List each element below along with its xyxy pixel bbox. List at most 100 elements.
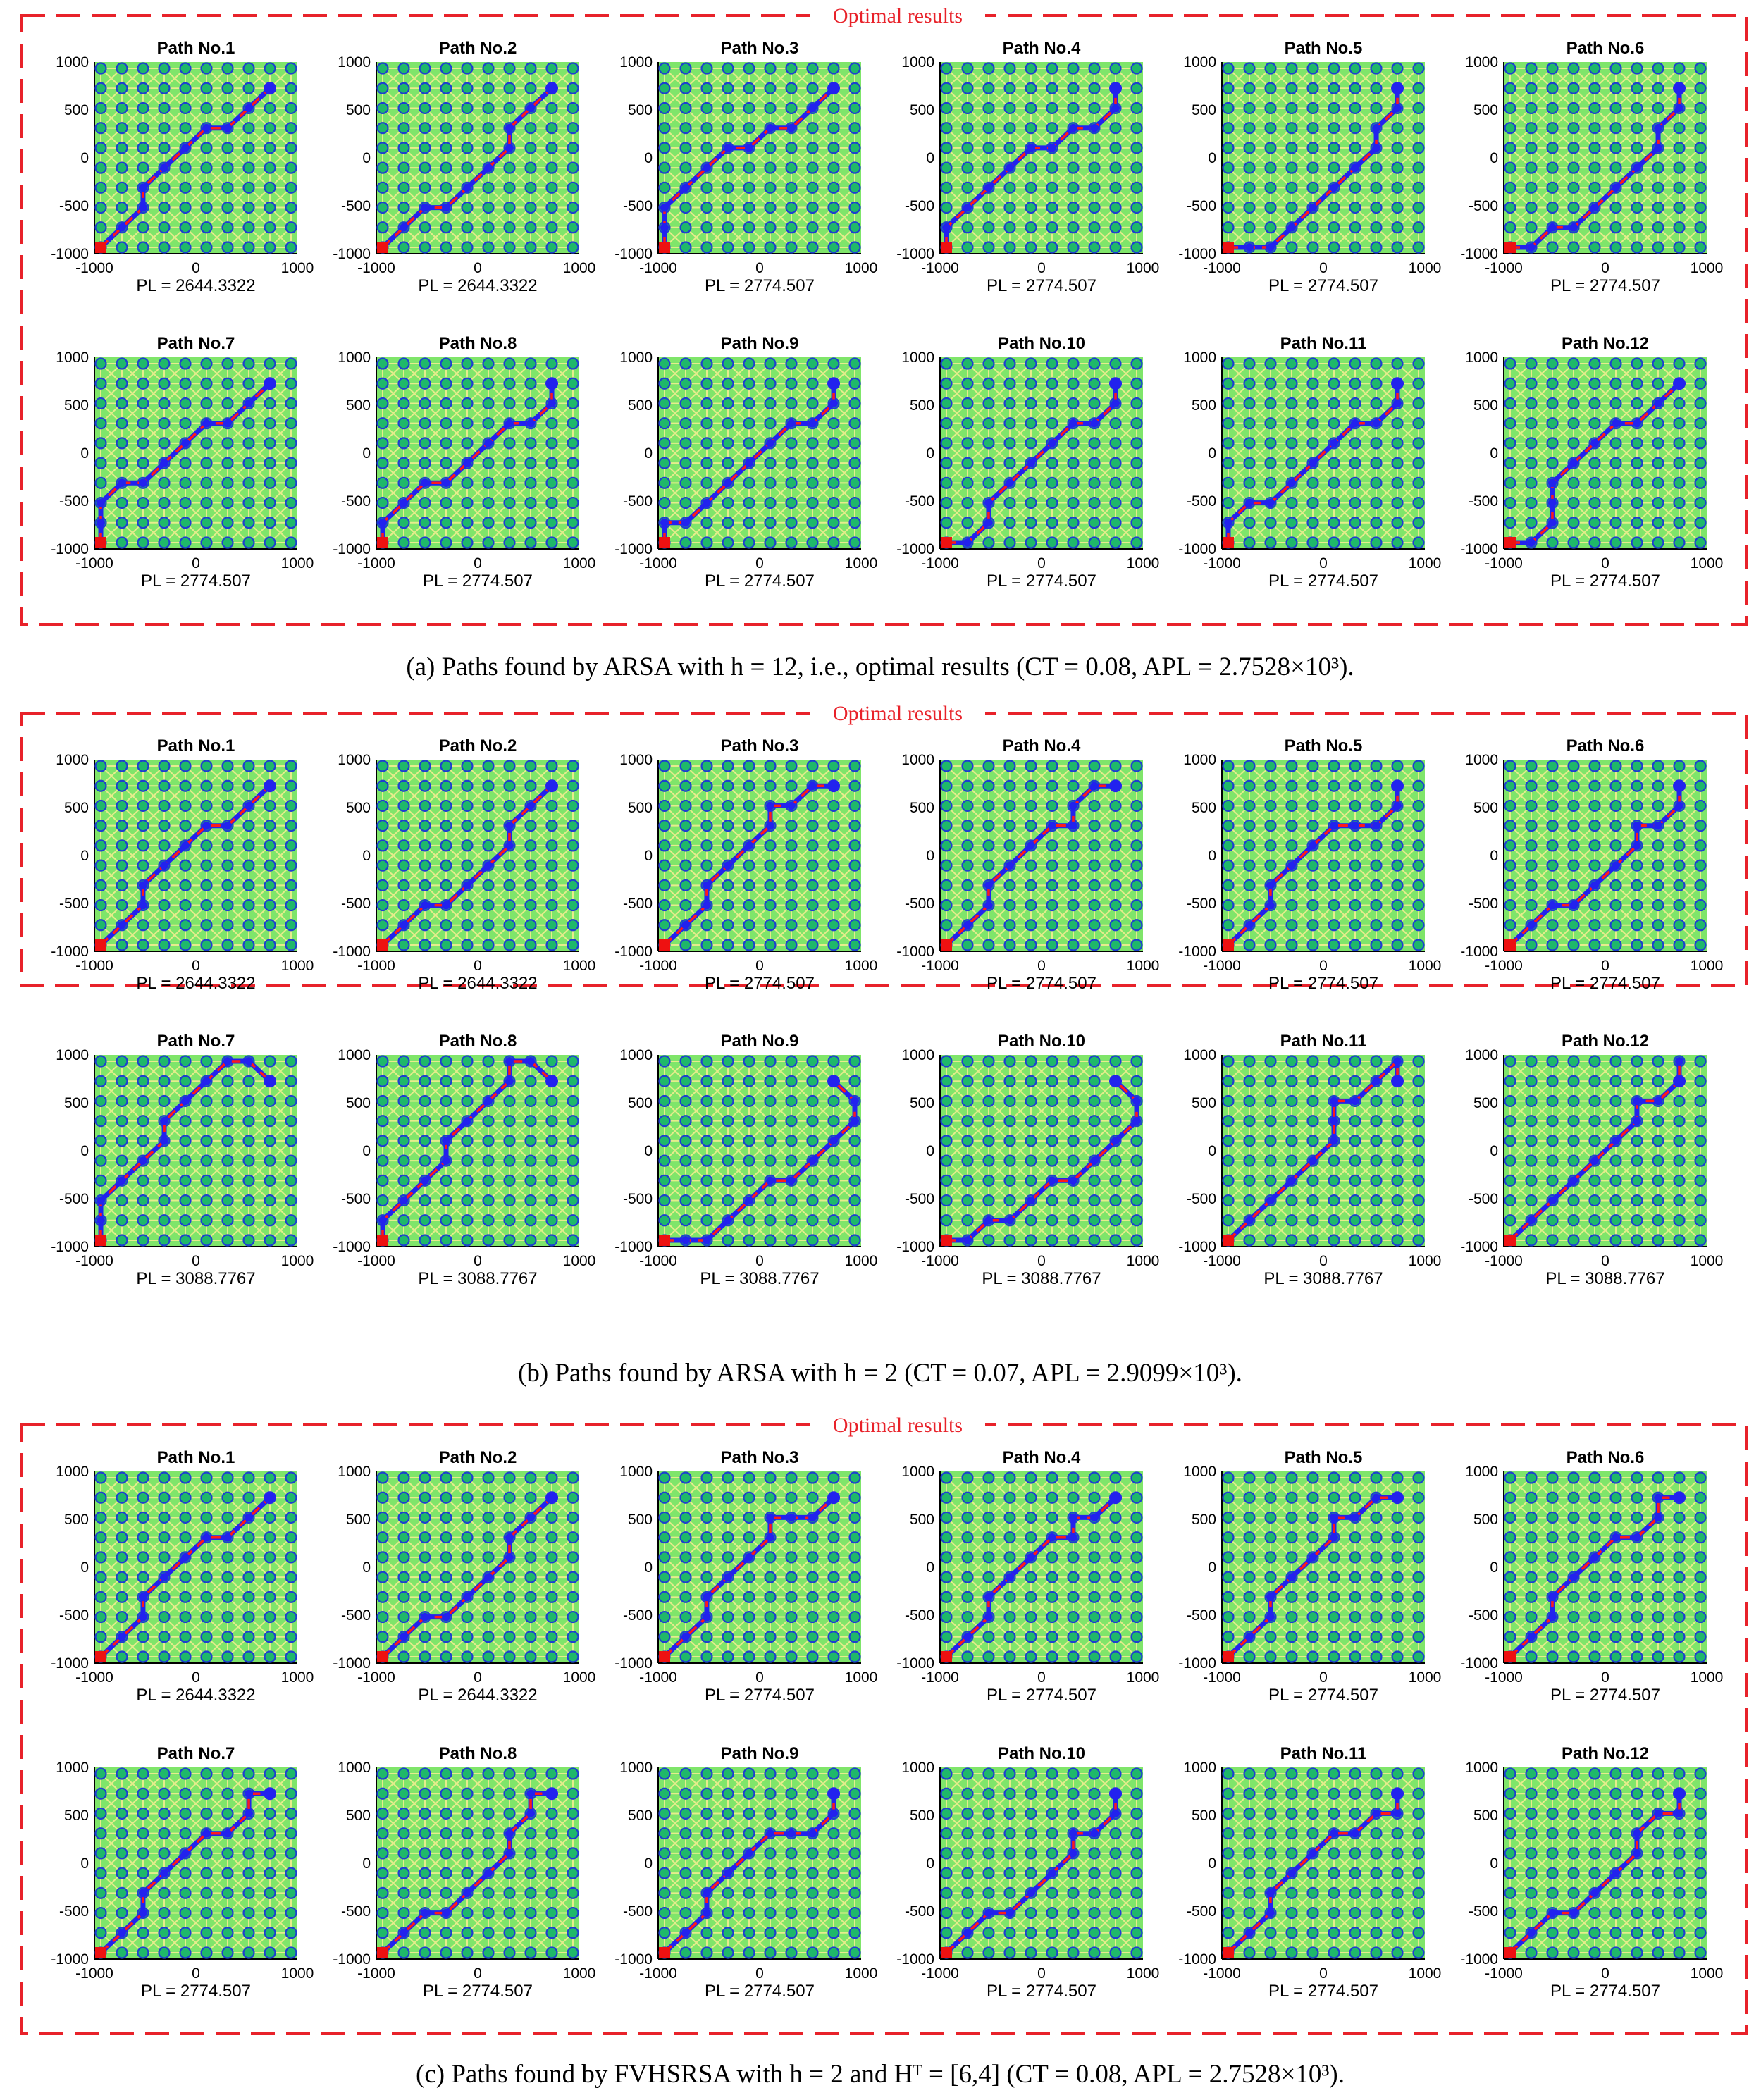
- path-waypoint: [1027, 143, 1036, 152]
- waypoint-node: [722, 496, 734, 509]
- y-tick-label: -500: [1469, 493, 1498, 509]
- waypoint-node: [285, 201, 297, 214]
- path-waypoint: [963, 203, 972, 212]
- waypoint-node: [658, 799, 671, 813]
- waypoint-node: [1067, 201, 1080, 214]
- waypoint-node: [376, 221, 389, 234]
- path-waypoint: [1590, 438, 1600, 447]
- y-tick-label: 1000: [1183, 350, 1216, 366]
- waypoint-node: [1588, 357, 1601, 370]
- path-waypoint: [138, 203, 147, 212]
- waypoint-node: [1631, 377, 1643, 390]
- goal-marker: [1391, 82, 1404, 95]
- waypoint-node: [503, 879, 516, 891]
- waypoint-node: [1306, 437, 1319, 450]
- waypoint-node: [200, 760, 213, 772]
- waypoint-node: [982, 820, 995, 832]
- waypoint-node: [679, 779, 692, 792]
- waypoint-node: [482, 457, 495, 469]
- waypoint-node: [264, 221, 276, 234]
- waypoint-node: [1088, 161, 1101, 174]
- y-tick-label: -1000: [1460, 246, 1498, 262]
- start-marker: [95, 939, 106, 951]
- waypoint-node: [1652, 536, 1664, 549]
- y-tick-label: 500: [628, 397, 653, 414]
- waypoint-node: [179, 879, 192, 891]
- waypoint-node: [743, 799, 755, 813]
- waypoint-node: [743, 496, 755, 509]
- waypoint-node: [440, 779, 452, 792]
- waypoint-node: [940, 919, 953, 932]
- path-line-inner: [99, 87, 271, 249]
- waypoint-node: [1003, 437, 1016, 450]
- waypoint-node: [1588, 496, 1601, 509]
- waypoint-node: [1264, 457, 1277, 469]
- waypoint-node: [545, 417, 558, 430]
- waypoint-node: [940, 820, 953, 832]
- waypoint-node: [1694, 476, 1707, 489]
- waypoint-node: [545, 879, 558, 891]
- waypoint-node: [1109, 201, 1122, 214]
- waypoint-node: [285, 517, 297, 529]
- y-tick-label: 1000: [338, 752, 371, 768]
- waypoint-node: [461, 377, 474, 390]
- waypoint-node: [94, 142, 107, 154]
- waypoint-node: [743, 357, 755, 370]
- waypoint-node: [1652, 201, 1664, 214]
- path-waypoint: [181, 841, 190, 850]
- path-waypoint: [1329, 183, 1338, 192]
- path-waypoint: [984, 881, 993, 890]
- waypoint-node: [179, 820, 192, 832]
- waypoint-node: [482, 82, 495, 94]
- x-tick-label: 0: [474, 555, 482, 572]
- waypoint-node: [1652, 221, 1664, 234]
- waypoint-node: [982, 201, 995, 214]
- waypoint-node: [743, 919, 755, 932]
- waypoint-node: [482, 357, 495, 370]
- waypoint-node: [1391, 181, 1404, 194]
- path-waypoint: [765, 821, 774, 830]
- waypoint-node: [567, 377, 579, 390]
- waypoint-node: [221, 839, 234, 852]
- waypoint-node: [743, 82, 755, 94]
- waypoint-node: [1546, 101, 1559, 115]
- waypoint-node: [848, 517, 861, 529]
- waypoint-node: [1370, 397, 1383, 410]
- y-tick-label: 0: [644, 848, 653, 864]
- waypoint-node: [524, 517, 537, 529]
- path-waypoint: [1547, 518, 1557, 527]
- y-tick-label: 1000: [1465, 54, 1498, 70]
- path-waypoint: [724, 861, 733, 870]
- subplot-title: Path No.12: [1562, 334, 1649, 353]
- waypoint-node: [1412, 357, 1425, 370]
- waypoint-node: [264, 181, 276, 194]
- waypoint-node: [1046, 496, 1058, 509]
- waypoint-node: [743, 898, 755, 912]
- waypoint-node: [116, 457, 128, 469]
- waypoint-node: [397, 517, 410, 529]
- waypoint-node: [482, 517, 495, 529]
- waypoint-node: [658, 377, 671, 390]
- waypoint-node: [524, 181, 537, 194]
- waypoint-node: [419, 377, 431, 390]
- waypoint-node: [116, 517, 128, 529]
- path-waypoint: [702, 163, 711, 173]
- waypoint-node: [743, 859, 755, 872]
- waypoint-node: [827, 181, 840, 194]
- waypoint-node: [679, 536, 692, 549]
- waypoint-node: [1306, 476, 1319, 489]
- waypoint-node: [482, 879, 495, 891]
- waypoint-node: [679, 859, 692, 872]
- waypoint-node: [397, 142, 410, 154]
- waypoint-node: [1025, 820, 1037, 832]
- waypoint-node: [1546, 457, 1559, 469]
- waypoint-node: [848, 476, 861, 489]
- waypoint-node: [806, 859, 819, 872]
- waypoint-node: [785, 181, 798, 194]
- waypoint-node: [1631, 476, 1643, 489]
- waypoint-node: [545, 457, 558, 469]
- waypoint-node: [461, 161, 474, 174]
- waypoint-node: [1328, 101, 1340, 115]
- waypoint-node: [848, 62, 861, 75]
